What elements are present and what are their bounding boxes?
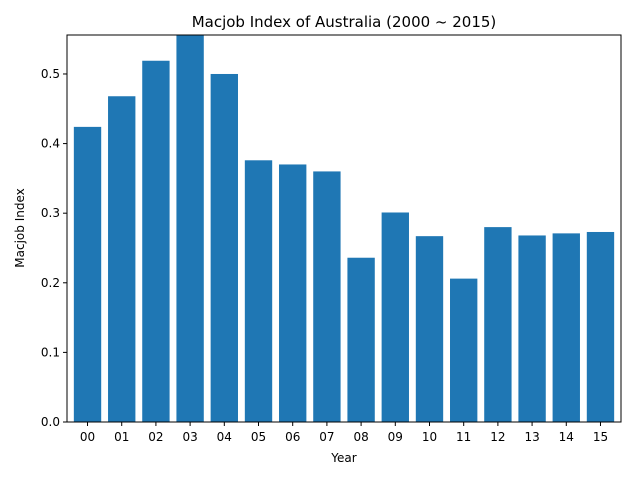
axes-group: 00 01 02 03 04 05 06 07 08 09 10 11 12 13 14 15 0.0 0.1 0.…: [41, 34, 622, 444]
bar-05: [244, 160, 273, 423]
bar-09: [381, 212, 409, 422]
x-tick-label: 00: [80, 430, 95, 444]
bars-group: [73, 35, 615, 423]
chart-title: Macjob Index of Australia (2000 ~ 2015): [192, 13, 497, 31]
x-axis-label: Year: [330, 451, 356, 465]
bar-07: [313, 171, 341, 422]
bar-10: [415, 236, 444, 422]
bar-06: [279, 164, 307, 422]
bar-15: [586, 231, 615, 422]
x-tick-label: 08: [353, 430, 368, 444]
bar-03: [176, 35, 204, 422]
x-tick-label: 04: [217, 430, 232, 444]
bar-02: [142, 60, 170, 422]
y-tick-label: 0.1: [41, 345, 60, 359]
bar-12: [484, 227, 512, 422]
x-tick-label: 09: [388, 430, 403, 444]
plot-frame: [66, 34, 622, 423]
bar-13: [518, 235, 546, 422]
x-tick-label: 03: [182, 430, 197, 444]
bar-00: [73, 126, 102, 422]
x-tick-label: 06: [285, 430, 300, 444]
x-tick-label: 01: [114, 430, 129, 444]
x-tick-label: 07: [319, 430, 334, 444]
x-tick-label: 10: [422, 430, 437, 444]
x-tick-label: 05: [251, 430, 266, 444]
y-tick-label: 0.3: [41, 206, 60, 220]
x-tick-label: 14: [559, 430, 574, 444]
x-tick-label: 12: [490, 430, 505, 444]
x-tick-label: 15: [593, 430, 608, 444]
y-tick-label: 0.4: [41, 137, 60, 151]
y-tick-label: 0.5: [41, 67, 60, 81]
x-tick-label: 13: [524, 430, 539, 444]
y-axis-label: Macjob Index: [13, 188, 27, 267]
bar-01: [108, 96, 136, 422]
y-tick-label: 0.0: [41, 415, 60, 429]
bar-04: [210, 73, 238, 422]
bar-11: [450, 278, 478, 422]
bar-08: [347, 257, 375, 422]
x-tick-label: 11: [456, 430, 471, 444]
x-tick-label: 02: [148, 430, 163, 444]
y-tick-label: 0.2: [41, 276, 60, 290]
bar-14: [552, 233, 580, 422]
